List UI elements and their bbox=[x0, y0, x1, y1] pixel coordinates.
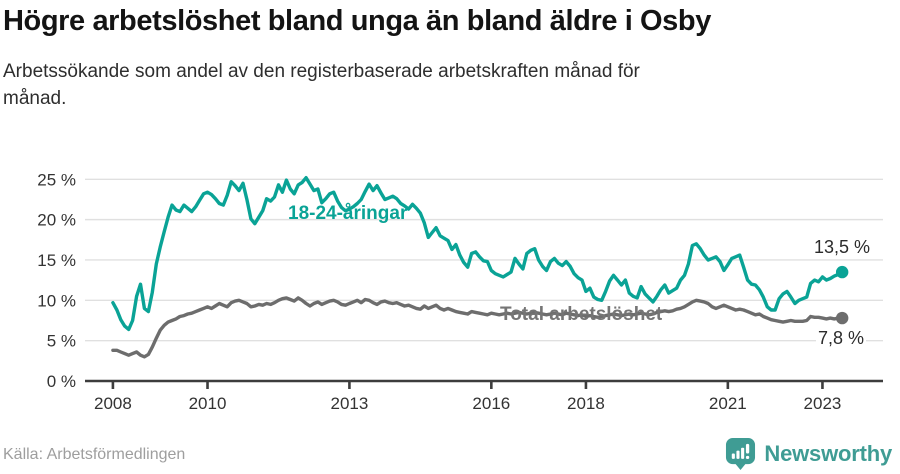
y-tick-label: 10 % bbox=[37, 291, 76, 310]
newsworthy-wordmark: Newsworthy bbox=[764, 440, 892, 466]
y-tick-label: 5 % bbox=[47, 332, 76, 351]
source-attribution: Källa: Arbetsförmedlingen bbox=[3, 446, 186, 463]
subtitle-line1: Arbetssökande som andel av den registerb… bbox=[3, 61, 640, 82]
y-tick-label: 0 % bbox=[47, 372, 76, 391]
series-line-young bbox=[111, 175, 844, 332]
value-label-total: 7,8 % bbox=[816, 328, 867, 349]
x-tick-label: 2016 bbox=[472, 394, 510, 413]
series-label-young: 18-24-åringar bbox=[288, 203, 408, 224]
series-endpoint-young bbox=[835, 265, 849, 279]
newsworthy-logo[interactable]: Newsworthy bbox=[725, 437, 892, 470]
series-label-total: Total arbetslöshet bbox=[500, 304, 663, 325]
x-tick-label: 2018 bbox=[567, 394, 605, 413]
y-tick-label: 15 % bbox=[37, 251, 76, 270]
page-title: Högre arbetslöshet bland unga än bland ä… bbox=[3, 5, 711, 37]
chart-subtitle: Arbetssökande som andel av den registerb… bbox=[3, 58, 823, 112]
x-tick-label: 2021 bbox=[709, 394, 747, 413]
y-tick-label: 25 % bbox=[37, 170, 76, 189]
x-tick-label: 2008 bbox=[94, 394, 132, 413]
x-tick-label: 2010 bbox=[189, 394, 227, 413]
y-tick-label: 20 % bbox=[37, 211, 76, 230]
newsworthy-bubble-icon bbox=[726, 438, 756, 470]
subtitle-line2: månad. bbox=[3, 88, 67, 109]
value-label-young: 13,5 % bbox=[812, 237, 873, 258]
x-tick-label: 2023 bbox=[804, 394, 842, 413]
x-tick-label: 2013 bbox=[331, 394, 369, 413]
series-line-total bbox=[111, 296, 844, 359]
series-endpoint-total bbox=[835, 311, 849, 325]
